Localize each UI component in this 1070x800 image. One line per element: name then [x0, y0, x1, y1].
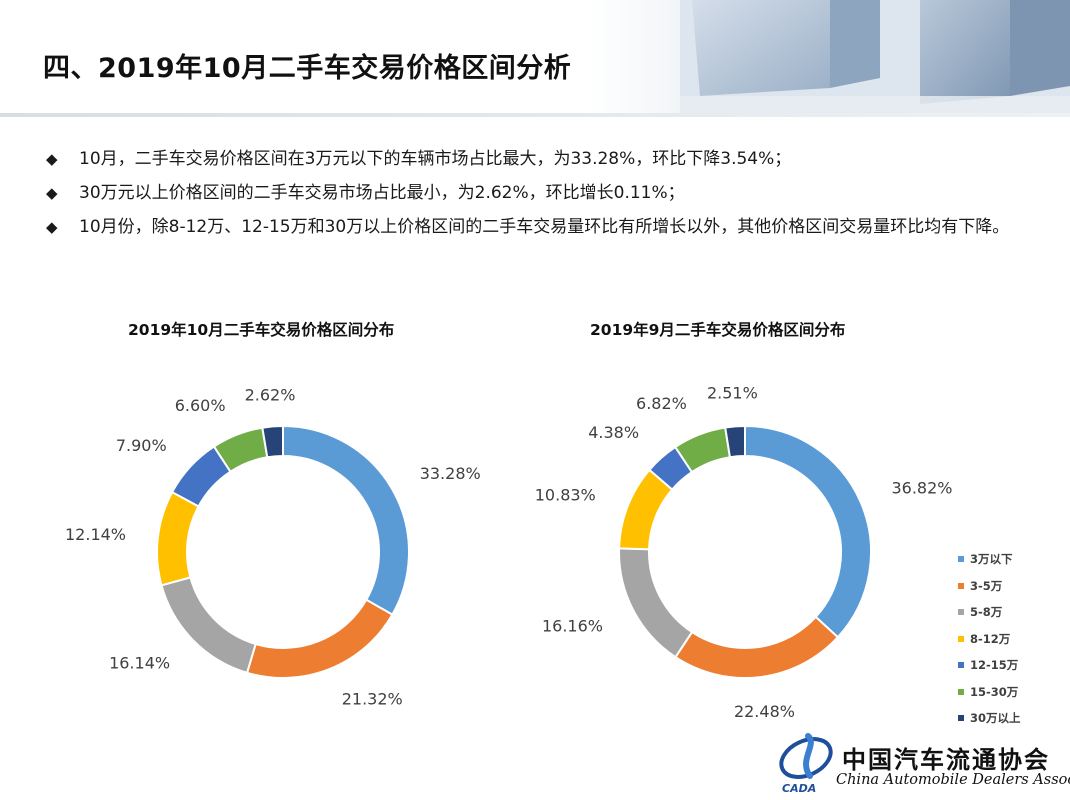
legend-label: 5-8万: [970, 605, 1003, 619]
donut-slice-october-6: [261, 424, 284, 459]
logo-name-cn: 中国汽车流通协会: [842, 745, 1050, 774]
donut-slice-october-3: [156, 490, 200, 587]
legend-label: 12-15万: [970, 658, 1019, 672]
donut-slice-september-0: [744, 424, 872, 639]
chart-title-september: 2019年9月二手车交易价格区间分布: [590, 321, 846, 339]
legend-swatch: [958, 635, 964, 642]
slice-label-october-6: 2.62%: [245, 386, 296, 405]
diamond-bullet-icon: ◆: [46, 150, 58, 168]
bullet-item: ◆ 10月，二手车交易价格区间在3万元以下的车辆市场占比最大，为33.28%，环…: [46, 142, 1051, 176]
donut-slice-september-6: [724, 424, 746, 459]
legend-swatch: [958, 556, 964, 562]
slice-label-october-4: 7.90%: [116, 436, 167, 455]
slice-label-september-1: 22.48%: [734, 702, 795, 721]
bullet-text: 10月份，除8-12万、12-15万和30万以上价格区间的二手车交易量环比有所增…: [79, 217, 1010, 237]
slice-label-september-2: 16.16%: [542, 617, 603, 636]
legend-swatch: [958, 662, 964, 668]
slice-label-september-6: 2.51%: [707, 383, 758, 402]
bullet-item: ◆ 10月份，除8-12万、12-15万和30万以上价格区间的二手车交易量环比有…: [46, 210, 1051, 244]
bullet-text: 30万元以上价格区间的二手车交易市场占比最小，为2.62%，环比增长0.11%；: [79, 183, 685, 203]
legend-swatch: [958, 609, 964, 615]
header-divider: [0, 113, 1070, 117]
bullet-list: ◆ 10月，二手车交易价格区间在3万元以下的车辆市场占比最大，为33.28%，环…: [46, 142, 1051, 244]
diamond-bullet-icon: ◆: [46, 218, 58, 236]
legend-label: 15-30万: [970, 684, 1019, 699]
legend-label: 3-5万: [970, 578, 1003, 593]
legend-swatch: [958, 715, 964, 721]
header-banner: 四、2019年10月二手车交易价格区间分析: [0, 0, 1070, 116]
legend-label: 8-12万: [970, 631, 1011, 646]
bullet-item: ◆ 30万元以上价格区间的二手车交易市场占比最小，为2.62%，环比增长0.11…: [46, 176, 1051, 210]
donut-slice-september-1: [674, 615, 840, 679]
slice-label-october-3: 12.14%: [65, 525, 126, 544]
chart-title-october: 2019年10月二手车交易价格区间分布: [128, 321, 395, 339]
slice-label-october-5: 6.60%: [175, 396, 226, 415]
legend-label: 3万以下: [970, 552, 1013, 566]
bullet-text: 10月，二手车交易价格区间在3万元以下的车辆市场占比最大，为33.28%，环比下…: [79, 149, 792, 169]
legend-swatch: [958, 688, 964, 695]
legend-swatch: [958, 582, 964, 589]
slice-label-october-2: 16.14%: [109, 654, 170, 673]
slice-label-september-3: 10.83%: [535, 485, 596, 504]
slice-label-october-0: 33.28%: [420, 464, 481, 483]
donut-slice-october-0: [282, 424, 410, 616]
logo-mark-text: CADA: [782, 782, 816, 795]
slice-label-september-0: 36.82%: [891, 479, 952, 498]
page-title: 四、2019年10月二手车交易价格区间分析: [43, 53, 572, 84]
logo-name-en: China Automobile Dealers Association: [836, 772, 1070, 788]
slice-label-september-5: 6.82%: [636, 394, 687, 413]
cada-logo: CADA 中国汽车流通协会 China Automobile Dealers A…: [774, 726, 1070, 800]
diamond-bullet-icon: ◆: [46, 184, 58, 202]
donut-slice-october-2: [160, 576, 257, 675]
donut-slice-october-1: [245, 598, 394, 679]
legend-label: 30万以上: [970, 711, 1021, 725]
donut-slice-september-2: [618, 547, 694, 659]
slice-label-october-1: 21.32%: [342, 690, 403, 709]
cada-emblem-icon: CADA: [779, 733, 833, 795]
slice-label-september-4: 4.38%: [588, 423, 639, 442]
header-decoration: [680, 0, 1070, 116]
